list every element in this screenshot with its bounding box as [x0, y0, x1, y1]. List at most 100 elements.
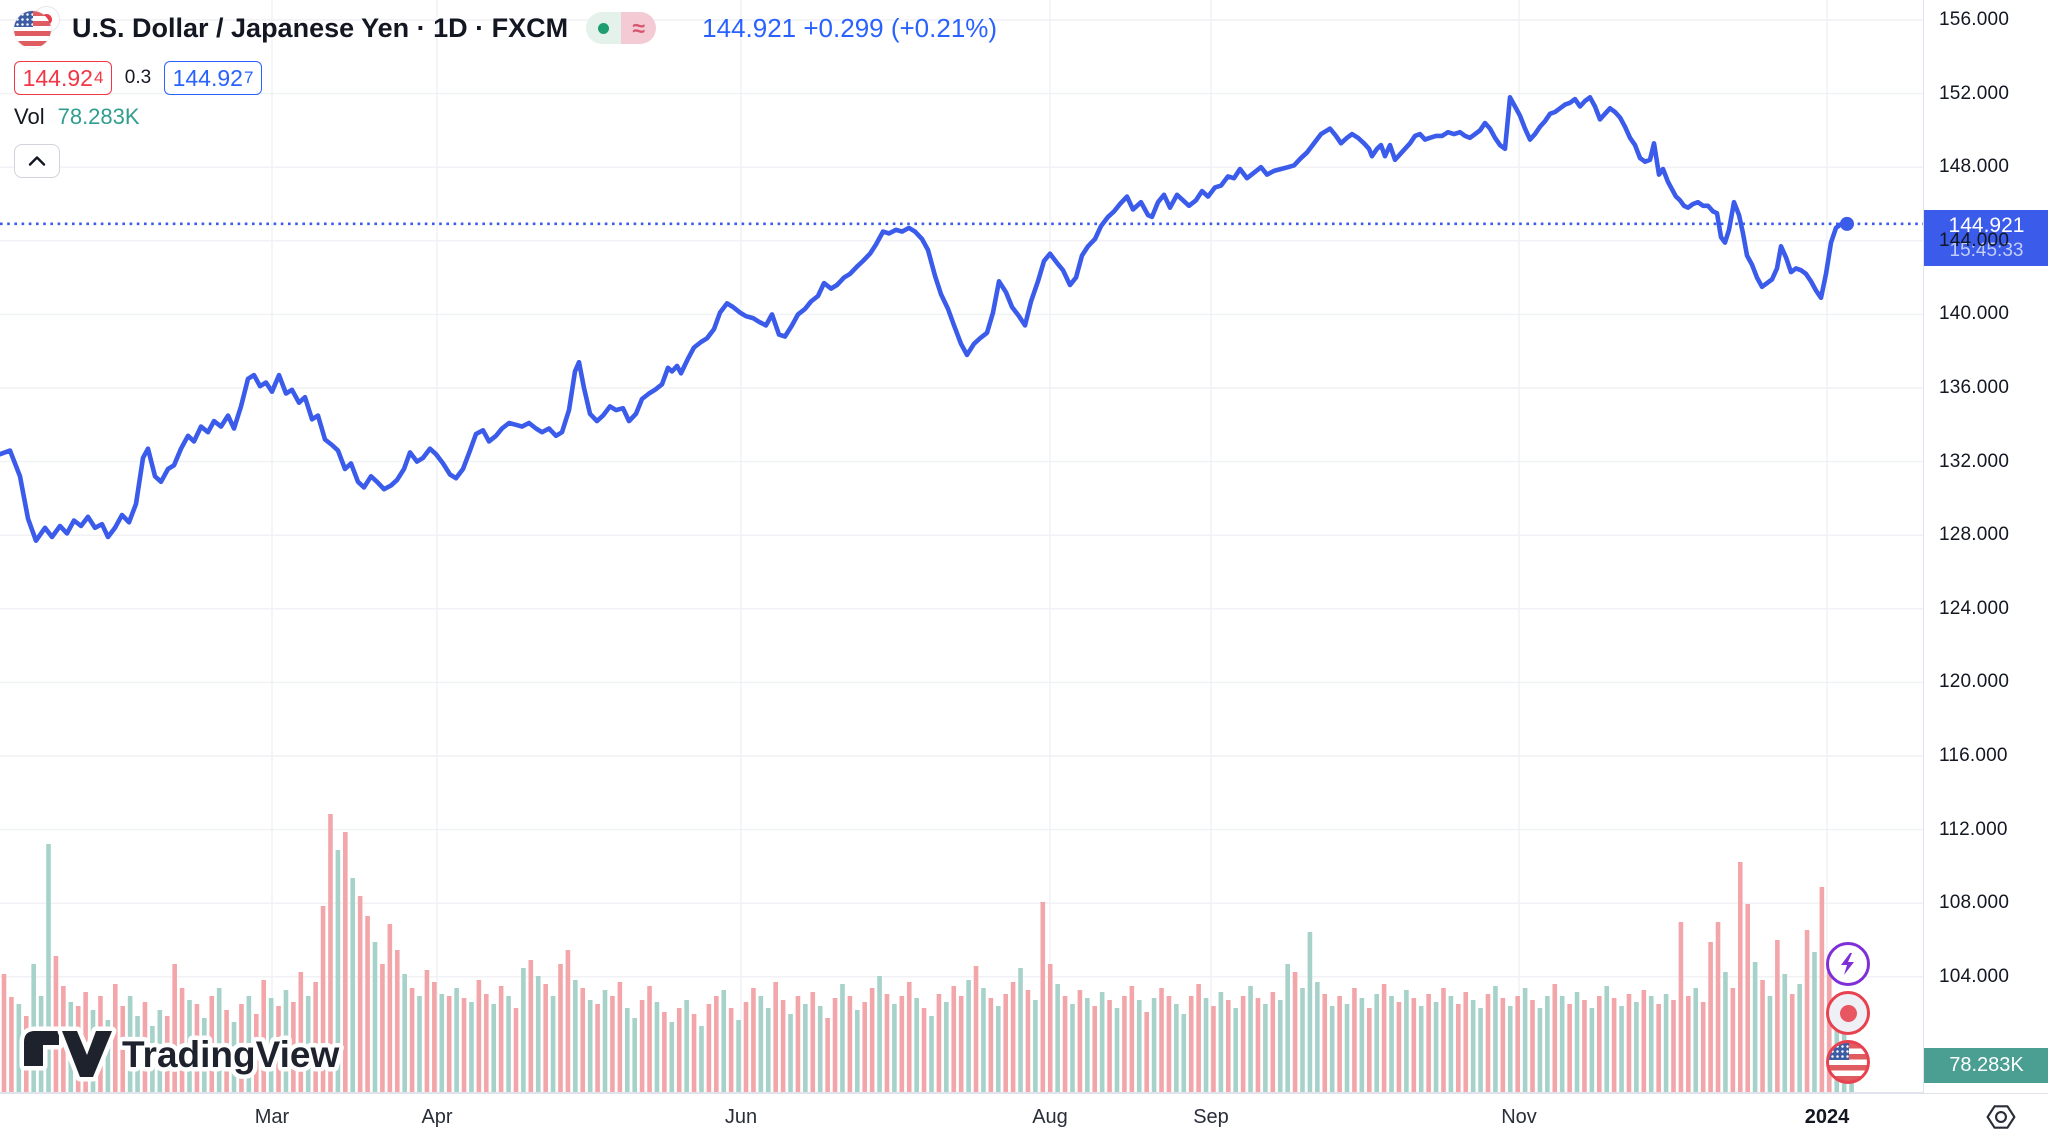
volume-bar — [1797, 984, 1802, 1092]
volume-bar — [1611, 998, 1617, 1092]
volume-bar — [669, 1022, 675, 1092]
volume-bar — [1240, 996, 1246, 1092]
volume-bar — [1285, 964, 1290, 1092]
volume-bar — [9, 997, 14, 1092]
tradingview-logo[interactable]: TradingView — [18, 1020, 418, 1086]
volume-bar — [484, 994, 489, 1092]
price-tick-label: 124.000 — [1939, 597, 2010, 619]
price-tick-label: 144.000 — [1939, 229, 2010, 251]
volume-bar — [929, 1016, 934, 1092]
volume-bar — [187, 1000, 192, 1092]
volume-bar — [283, 990, 289, 1092]
symbol-title[interactable]: U.S. Dollar / Japanese Yen · 1D · FXCM — [72, 12, 569, 43]
volume-bar — [840, 984, 845, 1092]
volume-bar — [528, 960, 534, 1092]
volume-bar — [454, 988, 459, 1092]
volume-bar — [1092, 1006, 1098, 1092]
volume-bar — [973, 966, 979, 1092]
volume-bar — [150, 1026, 155, 1092]
volume-bar — [758, 996, 764, 1092]
volume-bar — [1723, 972, 1728, 1092]
volume-bar — [647, 986, 652, 1092]
time-tick-label: Sep — [1193, 1106, 1229, 1128]
volume-bar — [239, 1004, 244, 1092]
volume-bar — [1522, 988, 1528, 1092]
volume-bar — [981, 988, 986, 1092]
volume-bar — [1359, 998, 1365, 1092]
volume-bar — [1196, 984, 1201, 1092]
price-tick-label: 132.000 — [1939, 450, 2010, 472]
volume-bar — [291, 1002, 296, 1092]
volume-bar — [1715, 922, 1721, 1092]
volume-bar — [587, 1000, 593, 1092]
volume-bar — [1099, 992, 1105, 1092]
volume-bar — [543, 984, 548, 1092]
volume-bar — [506, 996, 511, 1092]
volume-bar — [1641, 990, 1647, 1092]
volume-bar — [1226, 1000, 1231, 1092]
volume-bar — [179, 988, 185, 1092]
record-icon[interactable] — [1826, 991, 1870, 1035]
volume-bar — [1663, 994, 1669, 1092]
volume-value: 78.283K — [57, 104, 140, 129]
volume-bar — [1136, 1000, 1142, 1092]
volume-bar — [387, 924, 393, 1092]
volume-bar — [676, 1008, 682, 1092]
axis-settings-icon[interactable] — [1980, 1102, 2022, 1132]
volume-bar — [1, 974, 7, 1092]
volume-bar — [684, 1000, 689, 1092]
chevron-up-icon — [28, 156, 46, 166]
volume-bar — [1708, 942, 1713, 1092]
volume-bar — [1033, 1000, 1038, 1092]
us-flag-button[interactable] — [1826, 1040, 1870, 1084]
market-status-toggle[interactable]: ≈ — [586, 12, 657, 44]
volume-bar — [832, 998, 838, 1092]
volume-bar — [884, 994, 890, 1092]
volume-bar — [1233, 1008, 1239, 1092]
last-price-change: 144.921 +0.299 (+0.21%) — [702, 12, 998, 43]
volume-bar — [1700, 1002, 1706, 1092]
time-axis[interactable]: Mar Apr Jun Aug Sep Nov 2024 — [0, 1093, 2048, 1140]
volume-bar — [432, 982, 437, 1092]
volume-bar — [1188, 996, 1194, 1092]
side-button-stack — [1826, 942, 1870, 1089]
volume-bar — [936, 994, 942, 1092]
volume-bar — [795, 996, 801, 1092]
volume-bar — [1737, 862, 1743, 1092]
volume-bar — [164, 1016, 170, 1092]
volume-bar — [216, 988, 222, 1092]
volume-bar — [1025, 990, 1031, 1092]
volume-bar — [1263, 1004, 1268, 1092]
volume-bar — [1500, 998, 1506, 1092]
volume-bar — [1396, 1002, 1402, 1092]
volume-bar — [610, 996, 615, 1092]
volume-bar — [1478, 1008, 1483, 1092]
volume-bar — [409, 988, 415, 1092]
volume-bar — [1426, 994, 1431, 1092]
volume-bar — [1307, 932, 1313, 1092]
volume-bar — [1678, 922, 1684, 1092]
volume-bar — [1752, 962, 1758, 1092]
volume-bar — [1085, 998, 1090, 1092]
volume-bar — [699, 1026, 704, 1092]
volume-bar — [1404, 990, 1409, 1092]
flash-icon[interactable] — [1826, 942, 1870, 986]
volume-bar — [1366, 1008, 1372, 1092]
last-price-marker: 144.921 15:45:33 — [1924, 209, 2048, 266]
time-tick-label: Jun — [724, 1106, 758, 1128]
volume-bar — [469, 1002, 474, 1092]
buy-button[interactable]: 144.92 7 — [164, 61, 262, 95]
volume-bar — [1686, 996, 1691, 1092]
volume-bar — [1277, 1000, 1283, 1092]
volume-bar — [573, 980, 578, 1092]
sell-button[interactable]: 144.92 4 — [14, 61, 112, 95]
volume-bar — [298, 972, 304, 1092]
volume-bar — [654, 1002, 660, 1092]
price-tick-label: 104.000 — [1939, 965, 2010, 987]
volume-bar — [1203, 998, 1209, 1092]
volume-bar — [113, 984, 118, 1092]
volume-bar — [1300, 988, 1305, 1092]
volume-bar — [899, 996, 905, 1092]
collapse-legend-button[interactable] — [14, 144, 60, 178]
price-axis[interactable]: 144.921 15:45:33 78.283K 156.000 152.000 1… — [1923, 0, 2048, 1093]
